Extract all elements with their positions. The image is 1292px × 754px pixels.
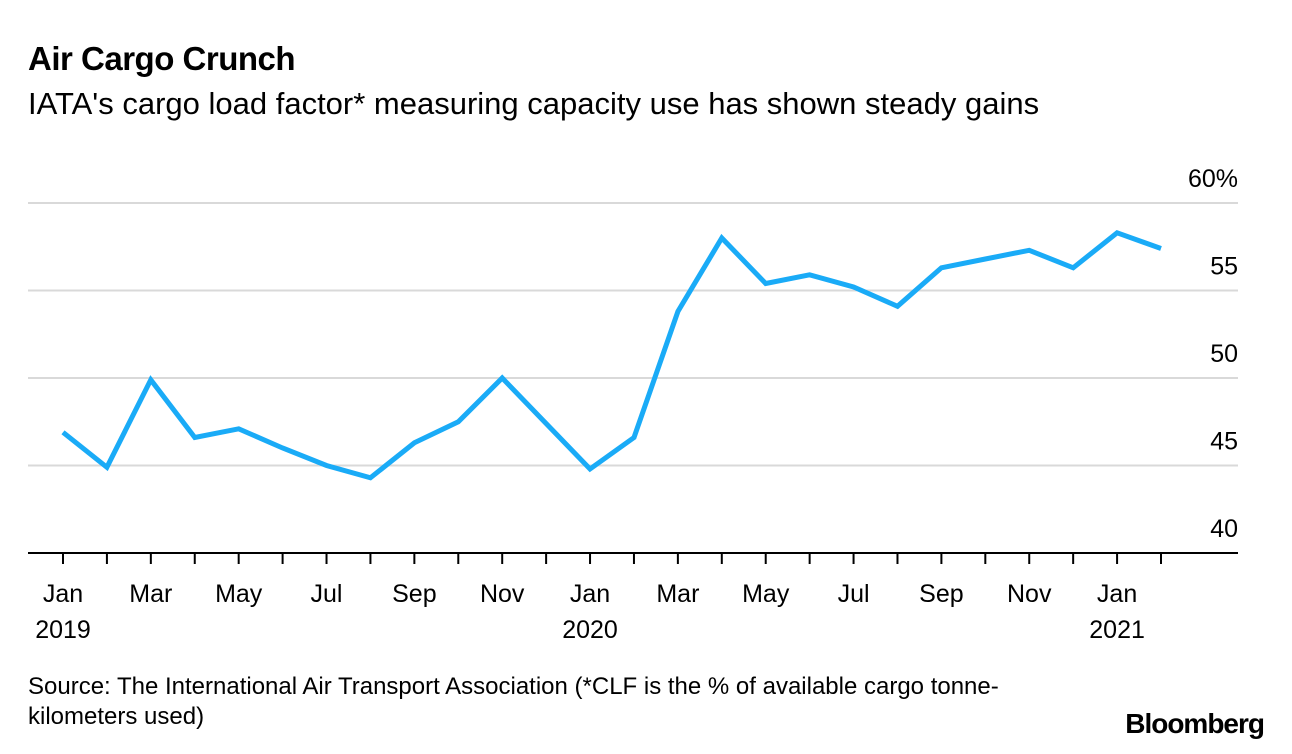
x-year-label: 2019 [35, 616, 91, 644]
source-note: Source: The International Air Transport … [28, 673, 999, 730]
x-tick-label: May [215, 580, 263, 608]
series-line [61, 229, 1162, 481]
y-tick-label: 40 [1210, 515, 1238, 543]
x-year-label: 2021 [1089, 616, 1145, 644]
chart-title: Air Cargo Crunch [28, 40, 296, 77]
x-year-label: 2020 [562, 616, 618, 644]
x-tick-label: May [742, 580, 790, 608]
y-tick-label: 45 [1210, 428, 1238, 456]
gridlines [28, 202, 1238, 467]
x-tick-label: Nov [1007, 580, 1052, 608]
x-tick-label: Jul [311, 580, 343, 608]
y-tick-label: 55 [1210, 253, 1238, 281]
x-tick-label: Sep [919, 580, 963, 608]
x-tick-label: Nov [480, 580, 525, 608]
y-tick-label: 50 [1210, 340, 1238, 368]
y-tick-label: 60% [1188, 165, 1238, 193]
x-tick-label: Jan [1097, 580, 1137, 608]
x-tick-label: Jan [43, 580, 83, 608]
x-tick-label: Jan [570, 580, 610, 608]
x-tick-label: Jul [838, 580, 870, 608]
x-axis: Jan 2019 Mar May Jul Sep Nov Jan 2020 Mar May Jul Se… [28, 552, 1238, 644]
bloomberg-logo: Bloomberg [1125, 708, 1265, 739]
series-layer [61, 229, 1162, 481]
x-tick-label: Mar [129, 580, 172, 608]
x-tick-label: Mar [656, 580, 699, 608]
y-axis-ticks: 40 45 50 55 60% [1188, 165, 1238, 543]
x-tick-label: Sep [392, 580, 436, 608]
chart-subtitle: IATA's cargo load factor* measuring capa… [28, 86, 1040, 121]
